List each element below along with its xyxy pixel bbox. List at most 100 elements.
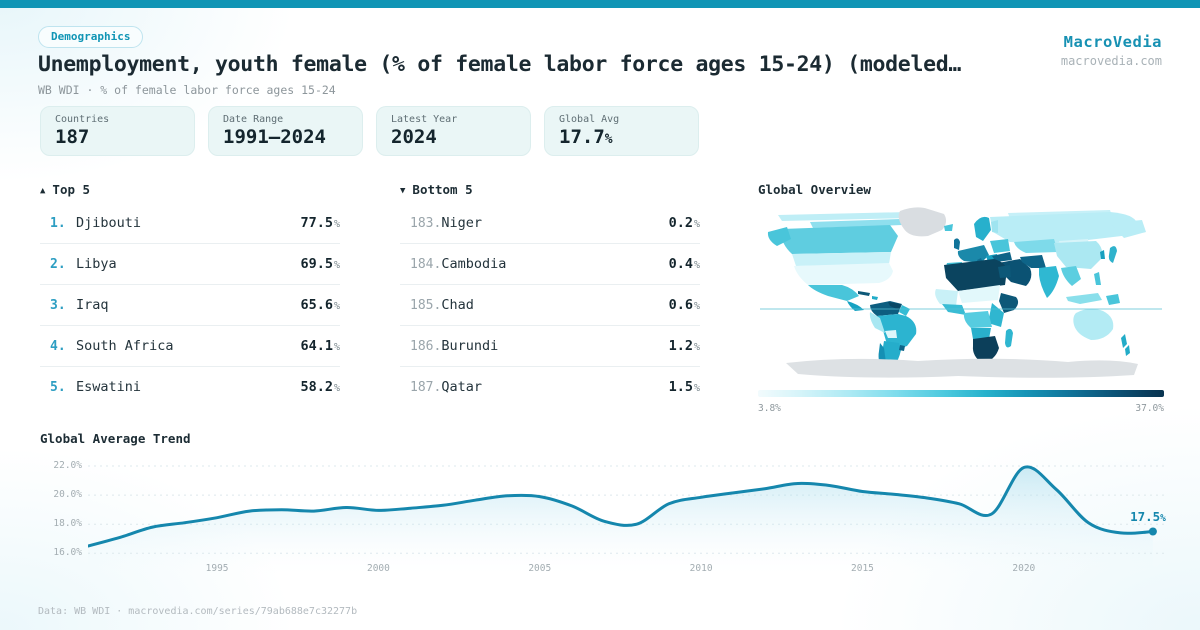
percent-suffix: % <box>693 219 700 230</box>
map-region-greenland <box>898 207 947 237</box>
map-region-uruguay <box>899 345 905 351</box>
stat-card: Global Avg 17.7% <box>544 106 699 156</box>
list-item: 3. Iraq 65.6% <box>40 285 340 326</box>
map-region-new-guinea <box>1106 294 1120 305</box>
percent-suffix: % <box>333 301 340 312</box>
value-number: 69.5 <box>300 256 333 272</box>
country-name: Burundi <box>441 338 499 354</box>
brand: MacroVedia macrovedia.com <box>1061 33 1162 68</box>
trend-area-fill <box>88 466 1153 574</box>
map-legend-labels: 3.8% 37.0% <box>758 403 1164 414</box>
map-region-peru <box>869 312 885 333</box>
top5-header-label: Top 5 <box>52 182 91 197</box>
map-region-west-africa <box>935 289 958 306</box>
value-number: 0.4 <box>668 256 693 272</box>
x-axis-tick: 2015 <box>851 563 874 574</box>
map-region-india <box>1039 266 1059 298</box>
map-region-philippines <box>1094 272 1101 285</box>
map-region-west-europe <box>957 245 989 263</box>
value-number: 1.2 <box>668 338 693 354</box>
list-item: 183. Niger 0.2% <box>400 203 700 244</box>
list-item: 1. Djibouti 77.5% <box>40 203 340 244</box>
map-region-central-asia <box>1014 239 1058 253</box>
y-axis-tick: 16.0% <box>53 547 82 559</box>
stat-label: Latest Year <box>391 114 458 125</box>
map-region-southern-africa <box>972 336 999 363</box>
map-region-iceland <box>944 224 953 231</box>
percent-suffix: % <box>693 342 700 353</box>
map-region-central-america <box>847 301 864 311</box>
stat-value-number: 2024 <box>391 126 437 148</box>
x-axis-tick: 2010 <box>689 563 713 574</box>
percent-suffix: % <box>604 132 613 147</box>
value-number: 0.6 <box>668 297 693 313</box>
map-region-madagascar <box>1005 328 1013 348</box>
rank-label: 186. <box>410 338 442 354</box>
global-overview: Global Overview <box>758 182 1164 414</box>
stat-value: 17.7% <box>559 126 684 148</box>
map-region-mexico <box>808 285 859 301</box>
stat-value-number: 1991—2024 <box>223 126 326 148</box>
legend-max-label: 37.0% <box>1135 403 1164 414</box>
map-region-nigeria <box>942 304 966 315</box>
rank-label: 183. <box>410 215 442 231</box>
stat-label: Date Range <box>223 114 284 125</box>
list-item: 185. Chad 0.6% <box>400 285 700 326</box>
stat-card: Date Range 1991—2024 <box>208 106 363 156</box>
map-region-southeast-asia <box>1061 266 1081 286</box>
chart-plot <box>88 465 1157 574</box>
bottom5-rows: 183. Niger 0.2% 184. Cambodia 0.4% 185. … <box>400 203 700 407</box>
top5-list: ▲ Top 5 1. Djibouti 77.5% 2. Libya 69.5% … <box>40 182 340 407</box>
map-region-venezuela <box>888 302 901 310</box>
country-name: Cambodia <box>441 256 507 272</box>
bottom5-list: ▼ Bottom 5 183. Niger 0.2% 184. Cambodia … <box>400 182 700 407</box>
rank-label: 184. <box>410 256 442 272</box>
end-value: 17.5 <box>1130 509 1161 525</box>
map-region-uk <box>954 238 960 250</box>
x-axis-tick: 2020 <box>1012 563 1036 574</box>
map-region-canada-south <box>792 252 891 266</box>
page-title: Unemployment, youth female (% of female … <box>38 52 962 77</box>
value-number: 65.6 <box>300 297 333 313</box>
bottom5-header: ▼ Bottom 5 <box>400 182 700 197</box>
map-region-alaska <box>767 227 791 246</box>
map-region-russia-fareast <box>1110 220 1146 238</box>
end-value-percent-suffix: % <box>1160 513 1166 525</box>
value-number: 1.5 <box>668 379 693 395</box>
stat-label: Countries <box>55 114 110 125</box>
x-axis-tick: 2005 <box>528 563 552 574</box>
percent-suffix: % <box>693 301 700 312</box>
map-region-brazil <box>877 314 917 350</box>
trend-line <box>88 465 1155 548</box>
rank-label: 187. <box>410 379 442 395</box>
stat-value: 2024 <box>391 126 516 148</box>
up-triangle-icon: ▲ <box>40 186 46 196</box>
list-item: 187. Qatar 1.5% <box>400 367 700 407</box>
map-region-horn-of-africa <box>999 293 1019 313</box>
world-map-choropleth <box>760 207 1162 378</box>
trend-chart-title: Global Average Trend <box>40 431 191 446</box>
country-name: Niger <box>441 215 482 231</box>
map-region-angola-zambia <box>971 328 991 339</box>
rank-label: 1. <box>50 215 66 231</box>
country-value: 0.6% <box>669 297 700 313</box>
subtitle: WB WDI · % of female labor force ages 15… <box>38 83 336 97</box>
rank-label: 2. <box>50 256 66 272</box>
map-region-china <box>1054 241 1103 269</box>
list-item: 184. Cambodia 0.4% <box>400 244 700 285</box>
category-badge-label: Demographics <box>51 30 131 43</box>
country-name: Eswatini <box>76 379 142 395</box>
country-value: 77.5% <box>300 215 340 231</box>
percent-suffix: % <box>333 219 340 230</box>
map-region-turkey <box>992 252 1012 262</box>
stat-value: 187 <box>55 126 180 148</box>
map-region-cuba <box>858 291 870 296</box>
map-legend-gradient <box>758 390 1164 397</box>
footer-source: Data: WB WDI · macrovedia.com/series/79a… <box>38 606 358 617</box>
map-region-guyanas <box>899 305 910 316</box>
map-region-finland <box>991 220 998 233</box>
country-value: 0.4% <box>669 256 700 272</box>
country-value: 1.5% <box>669 379 700 395</box>
down-triangle-icon: ▼ <box>400 186 406 196</box>
